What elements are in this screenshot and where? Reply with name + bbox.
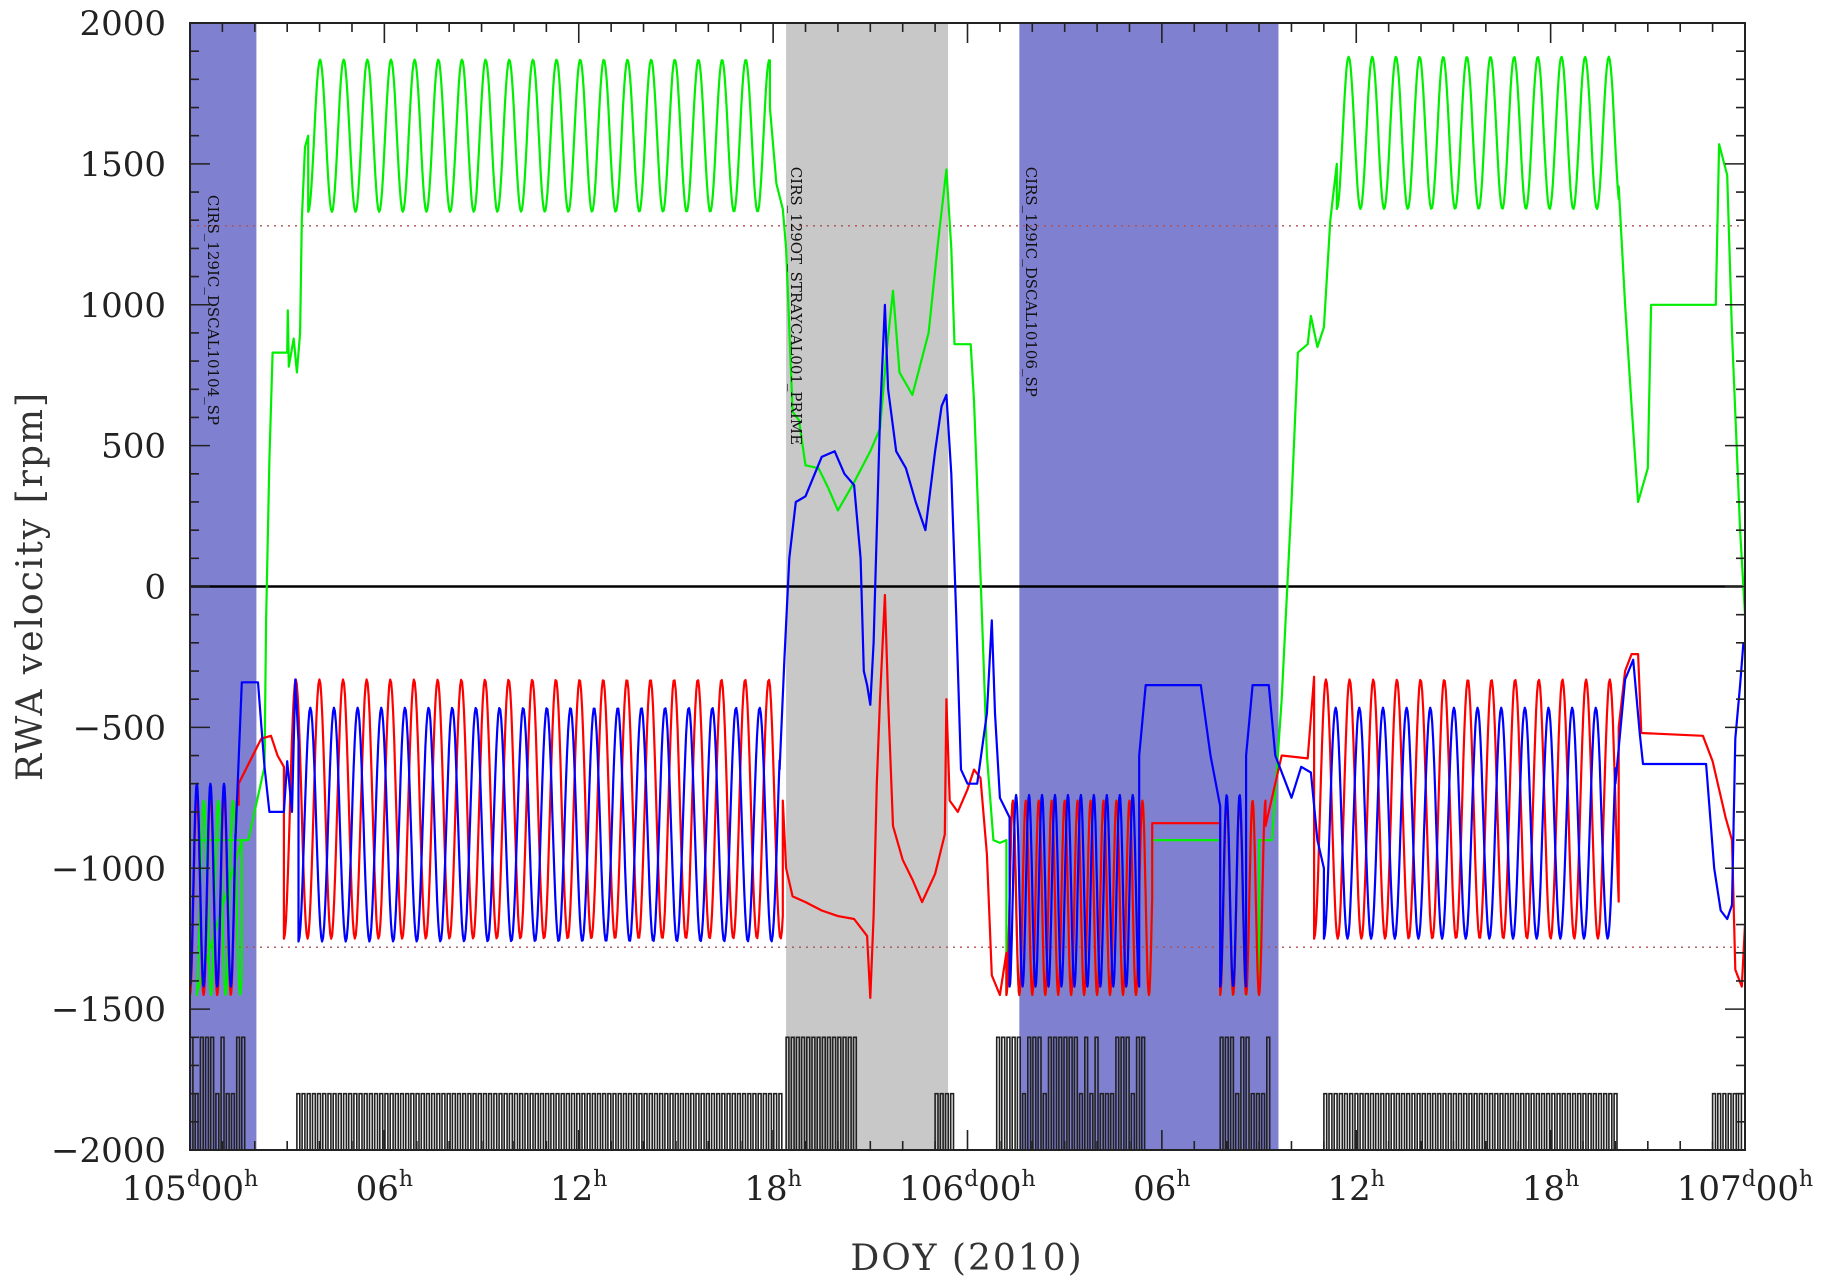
x-tick-label: 12h xyxy=(1328,1167,1385,1209)
event-tick-group-6 xyxy=(1323,1092,1618,1150)
annotations: CIRS_129IC_DSCAL10104_SP CIRS_129OT_STRAY… xyxy=(204,167,1040,445)
x-tick-label: 18h xyxy=(744,1167,801,1209)
y-tick-label: 1000 xyxy=(79,286,166,326)
y-tick-label: −500 xyxy=(73,708,166,748)
y-tick-label: 0 xyxy=(144,568,166,608)
y-tick-label: 2000 xyxy=(79,4,166,44)
x-axis-title: DOY (2010) xyxy=(850,1238,1083,1279)
event-tick-group-4 xyxy=(995,1036,1146,1150)
x-tick-label: 06h xyxy=(1133,1167,1190,1209)
annotation-label-0: CIRS_129IC_DSCAL10104_SP xyxy=(204,195,222,425)
event-tick-group-7 xyxy=(1711,1092,1743,1150)
annotation-label-1: CIRS_129OT_STRAYCAL001_PRIME xyxy=(787,167,805,445)
annotation-label-2: CIRS_129IC_DSCAL10106_SP xyxy=(1022,167,1040,397)
y-axis-title: RWA velocity [rpm] xyxy=(10,391,51,781)
axis-ticks xyxy=(189,22,1746,1151)
x-tick-label: 106d00h xyxy=(899,1167,1035,1209)
y-tick-label: −1000 xyxy=(51,849,166,889)
x-tick-label: 18h xyxy=(1522,1167,1579,1209)
y-tick-label: 1500 xyxy=(79,145,166,185)
y-tick-label: −1500 xyxy=(51,990,166,1030)
event-tick-group-5 xyxy=(1219,1036,1271,1150)
y-tick-label: 500 xyxy=(101,427,166,467)
y-tick-label: −2000 xyxy=(51,1131,166,1171)
reference-lines xyxy=(190,225,1745,948)
x-tick-labels: 105d00h 06h 12h 18h 106d00h 06h 12h 18h 107d00h xyxy=(122,1167,1813,1209)
event-tick-group-3 xyxy=(934,1092,955,1150)
series-layer xyxy=(188,55,1747,999)
tick-marks xyxy=(189,22,1746,1151)
event-tick-group-1 xyxy=(296,1092,783,1150)
y-tick-labels: 2000 1500 1000 500 0 −500 −1000 −1500 −2000 xyxy=(51,4,166,1171)
event-ticks xyxy=(189,1036,1743,1150)
x-tick-label: 06h xyxy=(356,1167,413,1209)
event-tick-group-2 xyxy=(785,1036,858,1150)
x-tick-label: 107d00h xyxy=(1677,1167,1813,1209)
series-line-2 xyxy=(188,303,1745,988)
x-tick-label: 12h xyxy=(550,1167,607,1209)
x-tick-label: 105d00h xyxy=(122,1167,258,1209)
